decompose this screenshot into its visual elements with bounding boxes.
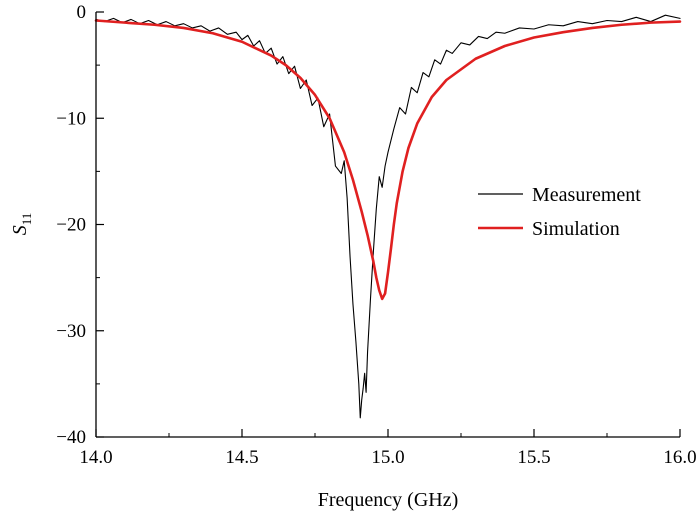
y-tick-label: −10 xyxy=(56,108,86,129)
y-tick-label: 0 xyxy=(77,2,87,23)
legend-label-simulation: Simulation xyxy=(532,218,620,240)
x-axis-title: Frequency (GHz) xyxy=(318,489,459,511)
y-tick-label: −30 xyxy=(56,321,86,342)
y-axis-title-main: S xyxy=(9,225,31,235)
y-tick-label: −20 xyxy=(56,215,86,236)
y-axis-title-sub: 11 xyxy=(19,213,34,226)
x-tick-label: 16.0 xyxy=(663,447,696,468)
x-tick-label: 14.0 xyxy=(79,447,112,468)
series-line-measurement xyxy=(95,14,681,419)
series-line-simulation xyxy=(94,19,682,301)
legend-label-measurement: Measurement xyxy=(532,184,641,206)
legend: Measurement Simulation xyxy=(478,184,641,240)
y-tick-label: −40 xyxy=(56,427,86,448)
x-tick-label: 15.0 xyxy=(371,447,404,468)
data-layer xyxy=(94,14,682,419)
ticks-layer: 14.0 14.5 15.0 15.5 16.0 0 −10 −20 −30 −40 xyxy=(56,2,696,468)
x-tick-label: 15.5 xyxy=(517,447,550,468)
plot-area xyxy=(96,12,680,437)
x-tick-label: 14.5 xyxy=(225,447,258,468)
y-axis-title: S11 xyxy=(9,213,34,236)
